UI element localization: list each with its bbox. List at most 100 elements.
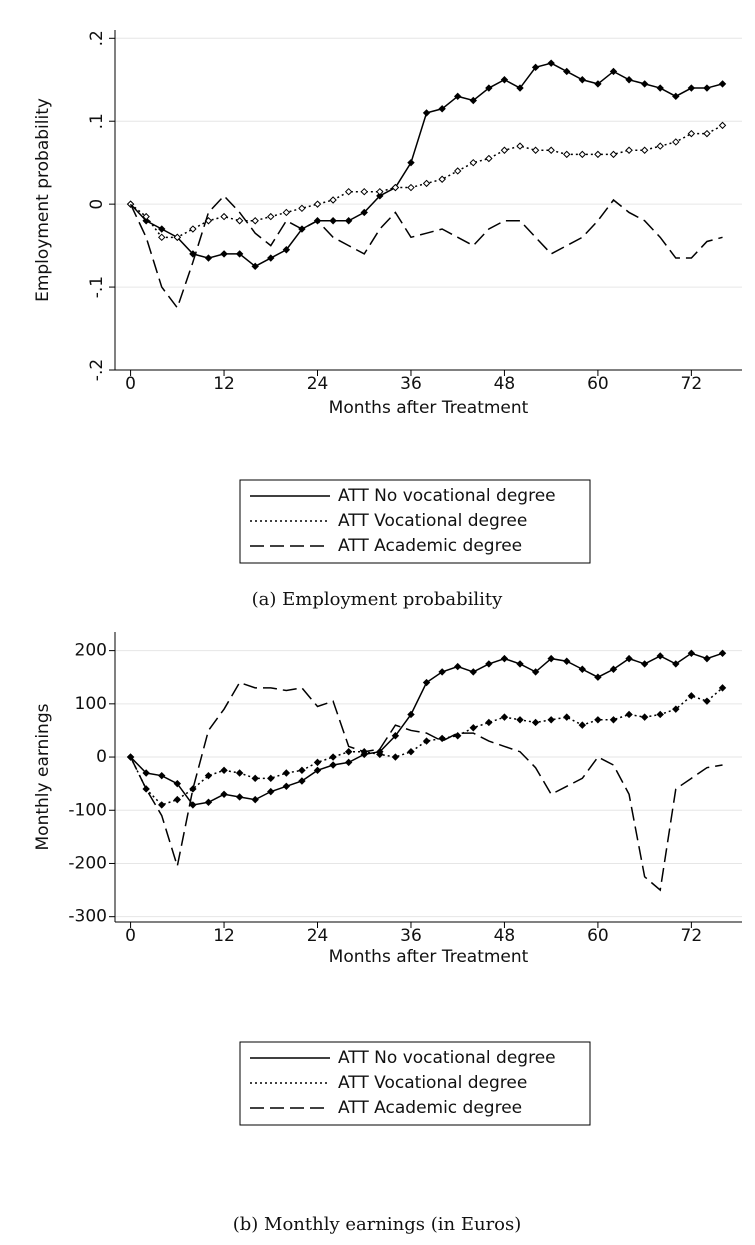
- point-marker: [687, 84, 696, 92]
- x-tick-label: 24: [307, 926, 329, 946]
- point-marker: [640, 80, 649, 88]
- series-line: [129, 681, 723, 892]
- point-marker: [640, 146, 649, 154]
- point-marker: [672, 138, 680, 146]
- point-marker: [609, 665, 618, 673]
- x-tick-label: 72: [681, 926, 703, 946]
- point-marker: [640, 660, 649, 668]
- y-tick-label: 0: [96, 747, 107, 767]
- legend-label: ATT No vocational degree: [338, 1048, 556, 1068]
- point-marker: [547, 59, 555, 67]
- point-marker: [282, 208, 291, 217]
- point-marker: [282, 769, 291, 777]
- point-marker: [454, 92, 462, 101]
- y-tick-label: 0: [87, 199, 107, 210]
- point-marker: [235, 793, 244, 801]
- point-marker: [344, 758, 353, 767]
- point-marker: [313, 766, 322, 775]
- point-marker: [407, 710, 415, 719]
- point-marker: [469, 724, 477, 732]
- point-marker: [500, 146, 509, 154]
- point-marker: [656, 710, 664, 719]
- point-marker: [220, 790, 228, 799]
- point-marker: [251, 774, 259, 783]
- point-marker: [360, 188, 368, 196]
- x-axis-title: Months after Treatment: [329, 398, 529, 418]
- point-marker: [703, 84, 711, 92]
- point-marker: [267, 254, 275, 262]
- point-marker: [485, 84, 493, 92]
- series-line: [129, 687, 724, 806]
- point-marker: [656, 652, 664, 660]
- point-marker: [672, 705, 680, 713]
- point-marker: [594, 716, 602, 724]
- point-marker: [251, 795, 259, 804]
- point-marker: [282, 782, 291, 791]
- y-tick-label: -300: [68, 907, 107, 927]
- point-marker: [672, 92, 680, 101]
- point-marker: [687, 649, 696, 657]
- point-marker: [344, 217, 353, 225]
- y-axis-title: Monthly earnings: [33, 703, 53, 850]
- point-marker: [142, 212, 150, 221]
- point-marker: [298, 204, 306, 212]
- point-marker: [578, 76, 587, 84]
- point-marker: [173, 233, 182, 242]
- point-marker: [251, 262, 259, 271]
- point-marker: [594, 673, 602, 681]
- point-marker: [578, 721, 587, 729]
- point-marker: [298, 766, 306, 775]
- point-marker: [173, 795, 182, 804]
- point-marker: [563, 67, 571, 76]
- point-marker: [718, 80, 727, 88]
- point-marker: [313, 758, 322, 767]
- x-tick-label: 36: [400, 926, 422, 946]
- point-marker: [625, 76, 633, 84]
- point-marker: [516, 84, 524, 92]
- point-marker: [220, 250, 228, 258]
- point-marker: [625, 710, 633, 719]
- y-tick-label: .2: [87, 30, 107, 46]
- point-marker: [594, 150, 602, 159]
- point-marker: [391, 183, 400, 192]
- point-marker: [718, 684, 727, 692]
- point-marker: [376, 192, 384, 200]
- point-marker: [142, 769, 150, 777]
- series-line: [129, 194, 723, 310]
- point-marker: [142, 217, 150, 225]
- y-tick-label: 100: [75, 694, 107, 714]
- x-axis-title: Months after Treatment: [329, 947, 529, 967]
- point-marker: [578, 150, 587, 159]
- legend-box: [239, 1041, 591, 1126]
- x-tick-label: 0: [125, 374, 136, 394]
- y-axis-title: Employment probability: [33, 98, 53, 302]
- point-marker: [718, 121, 727, 130]
- x-tick-label: 12: [213, 374, 235, 394]
- point-marker: [547, 654, 555, 663]
- legend-label: ATT Vocational degree: [338, 511, 527, 531]
- point-marker: [485, 660, 493, 668]
- point-marker: [376, 188, 384, 196]
- point-marker: [267, 774, 275, 783]
- point-marker: [656, 84, 664, 92]
- legend-label: ATT Academic degree: [338, 536, 522, 556]
- point-marker: [158, 801, 166, 809]
- point-marker: [329, 196, 337, 204]
- point-marker: [267, 212, 275, 221]
- point-marker: [422, 179, 431, 188]
- point-marker: [313, 200, 322, 208]
- point-marker: [594, 80, 602, 88]
- y-tick-label: -200: [68, 853, 107, 873]
- point-marker: [531, 63, 540, 72]
- point-marker: [485, 154, 493, 163]
- point-marker: [563, 657, 571, 665]
- point-marker: [438, 105, 446, 113]
- point-marker: [235, 250, 244, 258]
- x-tick-label: 48: [494, 374, 516, 394]
- point-marker: [173, 779, 182, 788]
- point-marker: [485, 718, 493, 727]
- point-marker: [609, 716, 618, 724]
- point-marker: [220, 766, 228, 775]
- point-marker: [189, 225, 197, 233]
